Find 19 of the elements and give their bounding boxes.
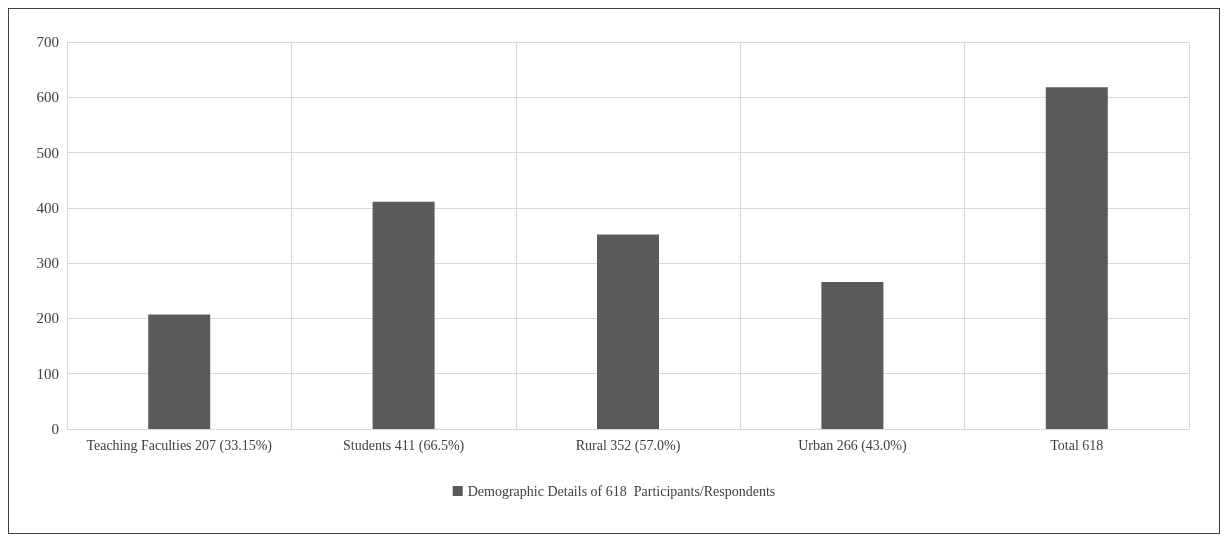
- y-tick-label: 600: [36, 89, 59, 106]
- y-tick-label: 500: [36, 144, 59, 161]
- legend-label: Demographic Details of 618 Participants/Respondents: [467, 483, 776, 499]
- y-tick-label: 700: [36, 34, 59, 50]
- y-tick-label: 300: [36, 255, 59, 272]
- y-tick-label: 100: [36, 365, 59, 382]
- x-tick-label: Teaching Faculties 207 (33.15%): [86, 438, 273, 454]
- y-tick-label: 200: [36, 310, 59, 327]
- y-tick-label: 400: [36, 199, 59, 216]
- bar: [597, 234, 659, 429]
- x-tick-label: Urban 266 (43.0%): [798, 438, 907, 454]
- bar: [148, 314, 211, 429]
- x-tick-label: Total 618: [1050, 438, 1104, 453]
- y-tick-label: 0: [51, 421, 59, 437]
- bar: [372, 201, 435, 429]
- x-tick-label: Rural 352 (57.0%): [575, 438, 681, 454]
- bar: [1045, 87, 1108, 429]
- bar: [821, 281, 884, 429]
- x-tick-label: Students 411 (66.5%): [343, 438, 465, 454]
